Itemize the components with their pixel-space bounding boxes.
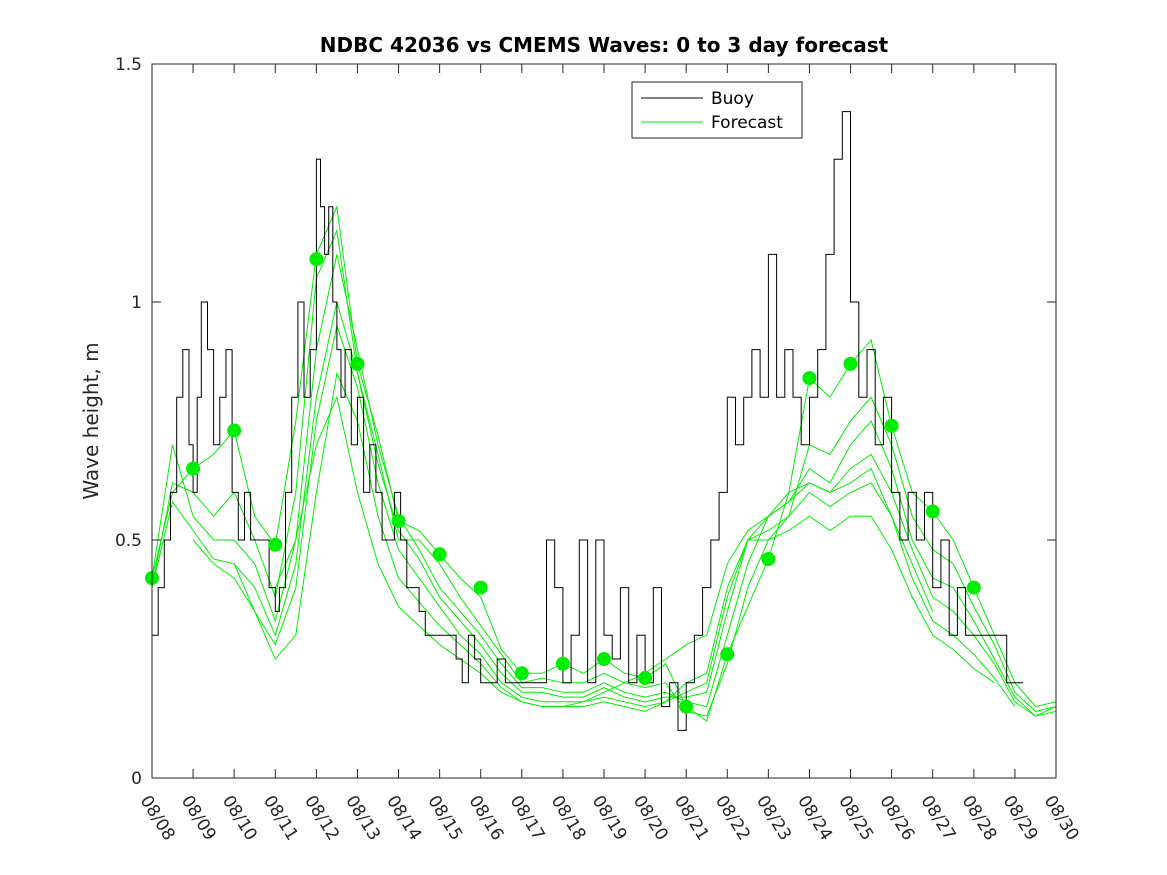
forecast-marker [309,252,324,267]
forecast-marker [679,699,694,714]
forecast-marker [925,504,940,519]
y-axis-label: Wave height, m [79,342,103,499]
y-tick-label: 1 [131,293,142,313]
forecast-marker [391,513,406,528]
legend: Buoy Forecast [631,81,803,139]
forecast-marker [432,547,447,562]
forecast-series-line-5 [192,323,1016,708]
legend-forecast-label: Forecast [711,113,783,133]
buoy-series-line [152,111,1024,731]
forecast-marker [597,652,611,666]
legend-box [631,81,803,139]
forecast-marker [761,552,776,567]
forecast-marker [966,580,981,595]
forecast-series-line-6 [233,371,995,712]
forecast-marker [473,580,488,595]
forecast-series-line-2 [152,228,1056,717]
y-tick-label: 1.5 [115,55,142,75]
forecast-marker [268,537,283,552]
y-tick-label: 0.5 [115,531,142,551]
forecast-marker [186,461,201,476]
forecast-marker [555,656,570,671]
y-tick-label: 0 [131,769,142,789]
forecast-marker [227,423,242,438]
forecast-marker [802,371,817,386]
forecast-marker [350,356,365,371]
chart-title: NDBC 42036 vs CMEMS Waves: 0 to 3 day fo… [320,33,889,57]
forecast-marker [720,647,735,662]
forecast-marker [843,356,858,371]
forecast-marker [884,418,899,433]
legend-buoy-label: Buoy [711,89,754,109]
forecast-marker [514,666,529,681]
forecast-marker [638,671,653,686]
forecast-series-line-7 [274,395,934,708]
forecast-series-line-3 [152,254,1056,717]
